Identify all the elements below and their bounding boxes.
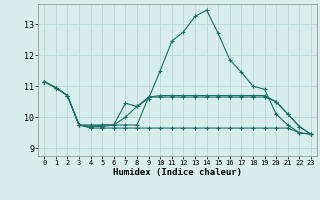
X-axis label: Humidex (Indice chaleur): Humidex (Indice chaleur) — [113, 168, 242, 177]
